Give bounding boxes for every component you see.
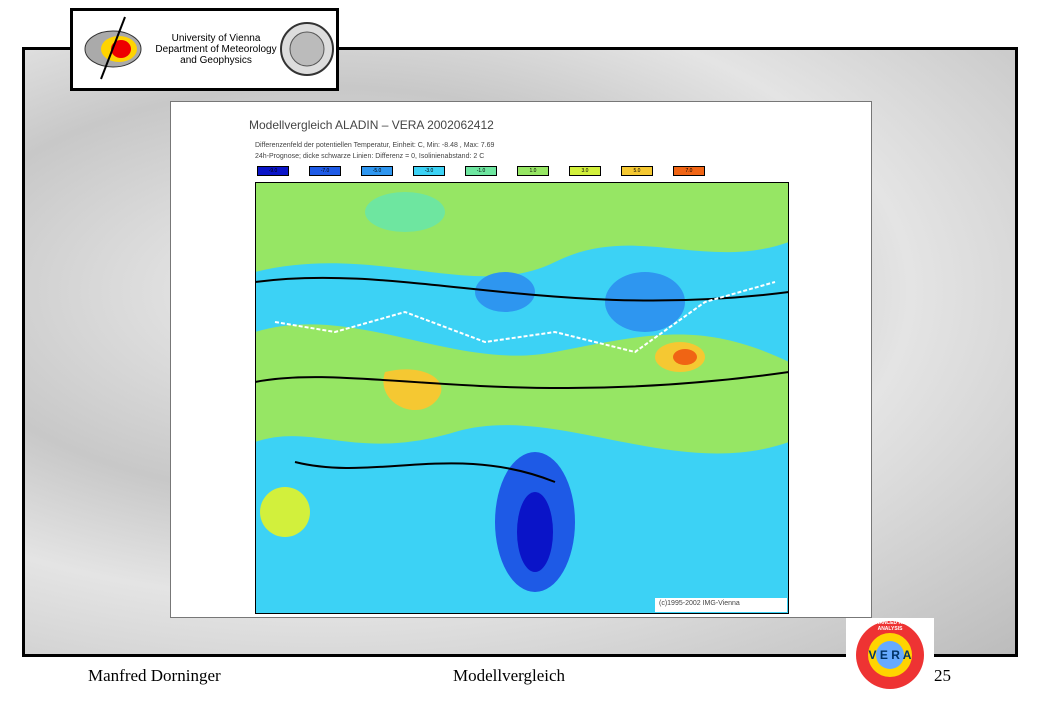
legend-swatch: -9.0 (257, 166, 289, 176)
figure-subtitle: Differenzenfeld der potentiellen Tempera… (255, 142, 495, 149)
logo-text: University of Vienna (171, 33, 261, 44)
institute-logo: University of Vienna Department of Meteo… (70, 8, 339, 91)
logo-ring-text: VIENNA ENHANCED RESOLUTION ANALYSIS (848, 620, 932, 632)
footer-page: 25 (934, 666, 951, 685)
legend-swatch: -5.0 (361, 166, 393, 176)
logo-graphic (84, 16, 334, 80)
logo-text: Department of Meteorology (155, 44, 277, 55)
figure-title: Modellvergleich ALADIN – VERA 2002062412 (249, 118, 494, 132)
copyright: (c)1995-2002 IMG-Vienna (659, 600, 740, 607)
legend-swatch: 5.0 (621, 166, 653, 176)
legend-swatch: 3.0 (569, 166, 601, 176)
footer-author: Manfred Dorninger (88, 666, 221, 685)
figure-subtitle: 24h-Prognose; dicke schwarze Linien: Dif… (255, 153, 485, 160)
legend-swatch: -7.0 (309, 166, 341, 176)
logo-center-text: V E R A (868, 648, 912, 662)
logo-text: and Geophysics (180, 55, 252, 66)
vera-logo: VIENNA ENHANCED RESOLUTION ANALYSIS V E … (846, 618, 934, 692)
difference-map (255, 182, 789, 614)
legend-swatch: -1.0 (465, 166, 497, 176)
figure-panel: Modellvergleich ALADIN – VERA 2002062412… (170, 101, 872, 618)
footer-topic: Modellvergleich (453, 666, 566, 685)
legend-swatch: 7.0 (673, 166, 705, 176)
legend-swatch: 1.0 (517, 166, 549, 176)
legend-swatch: -3.0 (413, 166, 445, 176)
